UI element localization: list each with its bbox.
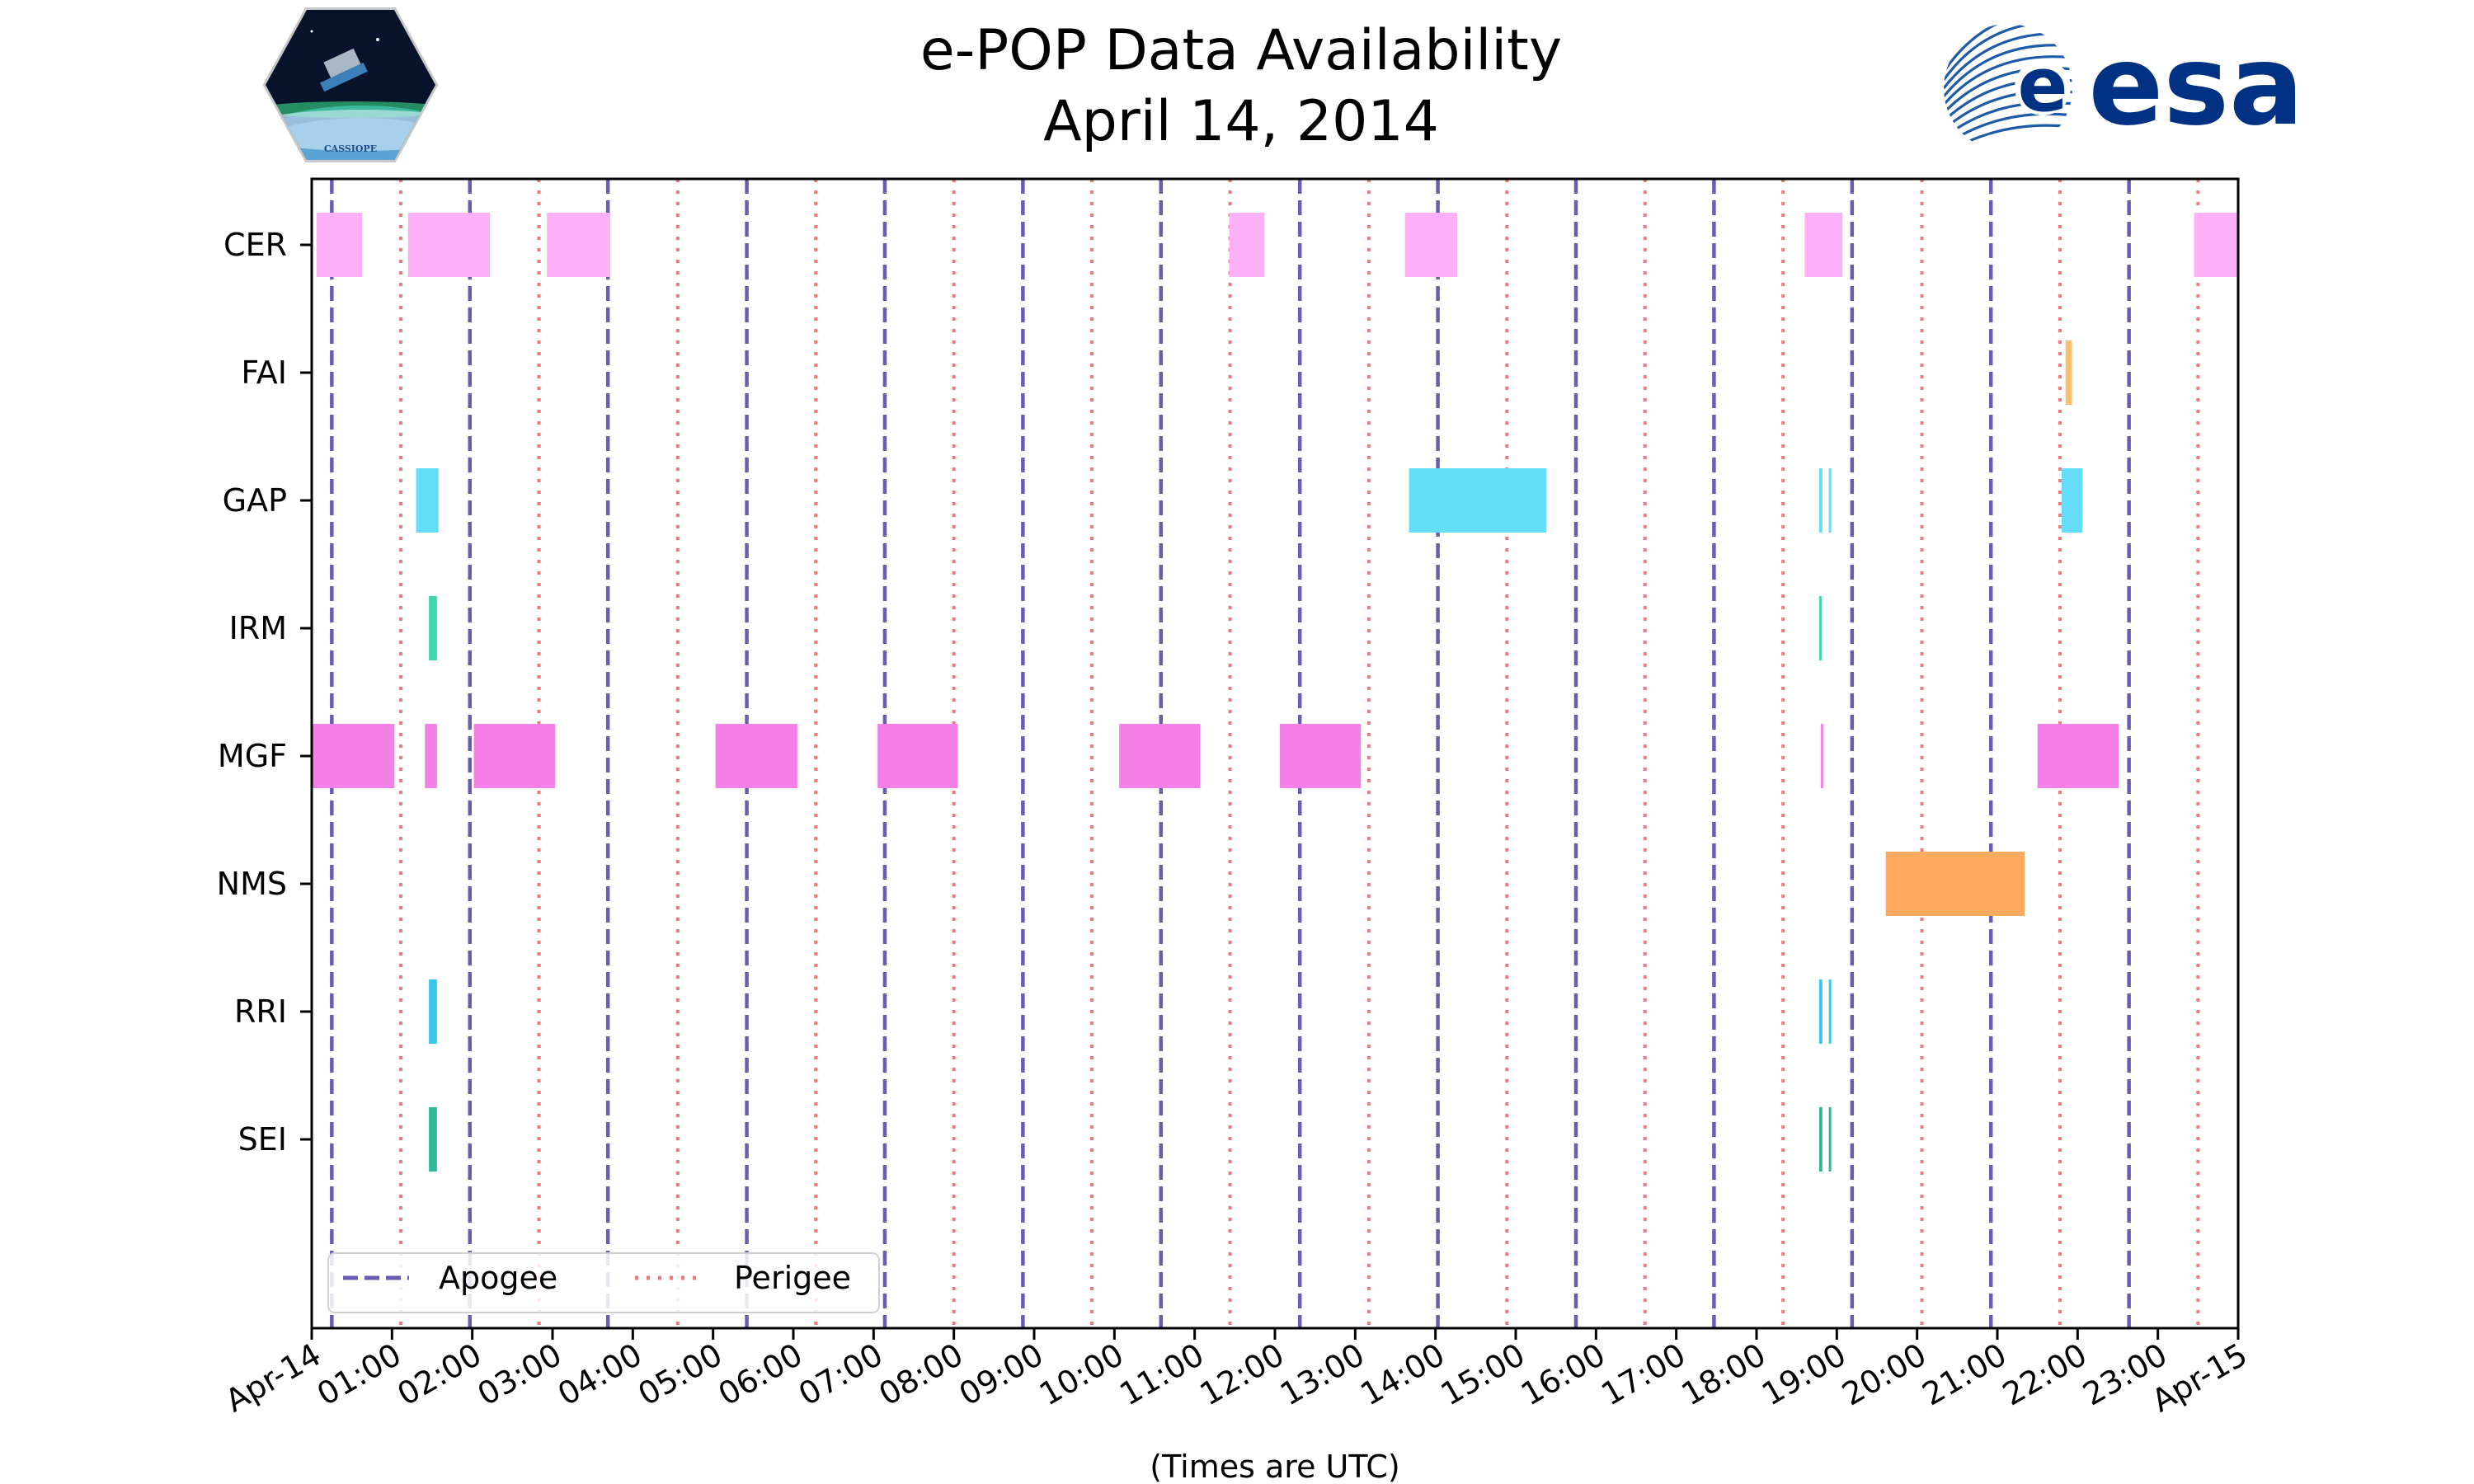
x-tick-label-7: 07:00 bbox=[793, 1336, 889, 1413]
svg-text:e: e bbox=[2017, 42, 2067, 129]
bar-irm-0 bbox=[429, 596, 437, 660]
legend-box bbox=[327, 1252, 880, 1313]
legend: Apogee Perigee bbox=[327, 1252, 880, 1313]
bar-rri-1 bbox=[1818, 979, 1823, 1044]
x-tick-label-6: 06:00 bbox=[713, 1336, 809, 1413]
y-tick-label-fai: FAI bbox=[241, 355, 287, 391]
y-tick-label-irm: IRM bbox=[229, 610, 287, 646]
x-tick-label-20: 20:00 bbox=[1836, 1336, 1932, 1413]
x-tick-label-2: 02:00 bbox=[391, 1336, 487, 1413]
bar-gap-3 bbox=[1828, 468, 1832, 533]
x-tick-label-1: 01:00 bbox=[311, 1336, 407, 1413]
bar-mgf-4 bbox=[877, 724, 958, 788]
bar-cer-2 bbox=[547, 213, 611, 277]
bar-gap-1 bbox=[1409, 468, 1546, 533]
bar-mgf-1 bbox=[425, 724, 437, 788]
bar-gap-0 bbox=[416, 468, 439, 533]
x-tick-label-4: 04:00 bbox=[552, 1336, 648, 1413]
bar-mgf-5 bbox=[1119, 724, 1201, 788]
bar-cer-3 bbox=[1229, 213, 1265, 277]
orbit-lines bbox=[330, 179, 2200, 1328]
bar-rri-0 bbox=[429, 979, 437, 1044]
x-tick-label-0: Apr-14 bbox=[219, 1336, 327, 1420]
bar-cer-0 bbox=[316, 213, 363, 277]
bar-gap-4 bbox=[2061, 468, 2083, 533]
x-tick-label-12: 12:00 bbox=[1194, 1336, 1291, 1413]
chart-title: e-POP Data Availability bbox=[920, 18, 1562, 83]
bar-mgf-6 bbox=[1279, 724, 1362, 788]
x-tick-label-9: 09:00 bbox=[953, 1336, 1050, 1413]
y-tick-label-sei: SEI bbox=[238, 1121, 287, 1158]
x-tick-label-16: 16:00 bbox=[1515, 1336, 1611, 1413]
y-axis: CER FAI GAP IRM MGF NMS RRI SEI bbox=[217, 227, 312, 1158]
legend-perigee-label: Perigee bbox=[734, 1260, 851, 1296]
bar-mgf-7 bbox=[1820, 724, 1823, 788]
y-tick-label-gap: GAP bbox=[223, 482, 287, 519]
esa-logo: e esa bbox=[1944, 21, 2304, 153]
bar-cer-1 bbox=[407, 213, 491, 277]
bar-gap-2 bbox=[1818, 468, 1823, 533]
x-tick-label-3: 03:00 bbox=[472, 1336, 568, 1413]
bar-sei-0 bbox=[429, 1107, 437, 1172]
bar-nms-0 bbox=[1885, 852, 2025, 916]
bar-rri-2 bbox=[1828, 979, 1832, 1044]
x-tick-label-19: 19:00 bbox=[1756, 1336, 1852, 1413]
legend-apogee-label: Apogee bbox=[439, 1260, 557, 1296]
bar-sei-1 bbox=[1818, 1107, 1823, 1172]
bar-mgf-0 bbox=[312, 724, 395, 788]
x-tick-label-8: 08:00 bbox=[872, 1336, 969, 1413]
x-tick-label-13: 13:00 bbox=[1274, 1336, 1371, 1413]
data-bars bbox=[312, 213, 2238, 1172]
bar-irm-1 bbox=[1818, 596, 1822, 660]
bar-mgf-2 bbox=[473, 724, 555, 788]
bar-sei-2 bbox=[1828, 1107, 1832, 1172]
y-tick-label-rri: RRI bbox=[234, 993, 287, 1030]
x-tick-label-14: 14:00 bbox=[1354, 1336, 1451, 1413]
x-tick-label-15: 15:00 bbox=[1435, 1336, 1531, 1413]
x-axis-label: (Times are UTC) bbox=[1150, 1449, 1399, 1484]
bar-cer-4 bbox=[1404, 213, 1457, 277]
esa-globe-icon: e bbox=[1944, 24, 2072, 153]
bar-mgf-8 bbox=[2037, 724, 2119, 788]
bar-mgf-3 bbox=[715, 724, 797, 788]
bar-cer-5 bbox=[1804, 213, 1843, 277]
x-tick-label-5: 05:00 bbox=[632, 1336, 728, 1413]
x-tick-label-21: 21:00 bbox=[1917, 1336, 2013, 1413]
x-axis: Apr-1401:0002:0003:0004:0005:0006:0007:0… bbox=[219, 1328, 2254, 1419]
x-tick-label-22: 22:00 bbox=[1997, 1336, 2093, 1413]
y-tick-label-mgf: MGF bbox=[218, 738, 287, 774]
cassiope-logo: CASSIOPE bbox=[262, 7, 439, 162]
x-tick-label-18: 18:00 bbox=[1676, 1336, 1772, 1413]
x-tick-label-11: 11:00 bbox=[1113, 1336, 1210, 1413]
esa-logo-text: esa bbox=[2088, 21, 2303, 150]
y-tick-label-cer: CER bbox=[223, 227, 287, 263]
plot-frame bbox=[310, 177, 2240, 1330]
x-tick-label-10: 10:00 bbox=[1033, 1336, 1130, 1413]
bar-fai-0 bbox=[2065, 340, 2072, 405]
bar-cer-6 bbox=[2194, 213, 2238, 277]
x-tick-label-17: 17:00 bbox=[1595, 1336, 1691, 1413]
chart-subtitle: April 14, 2014 bbox=[1043, 89, 1439, 154]
y-tick-label-nms: NMS bbox=[217, 866, 287, 902]
cassiope-logo-text: CASSIOPE bbox=[324, 143, 377, 154]
